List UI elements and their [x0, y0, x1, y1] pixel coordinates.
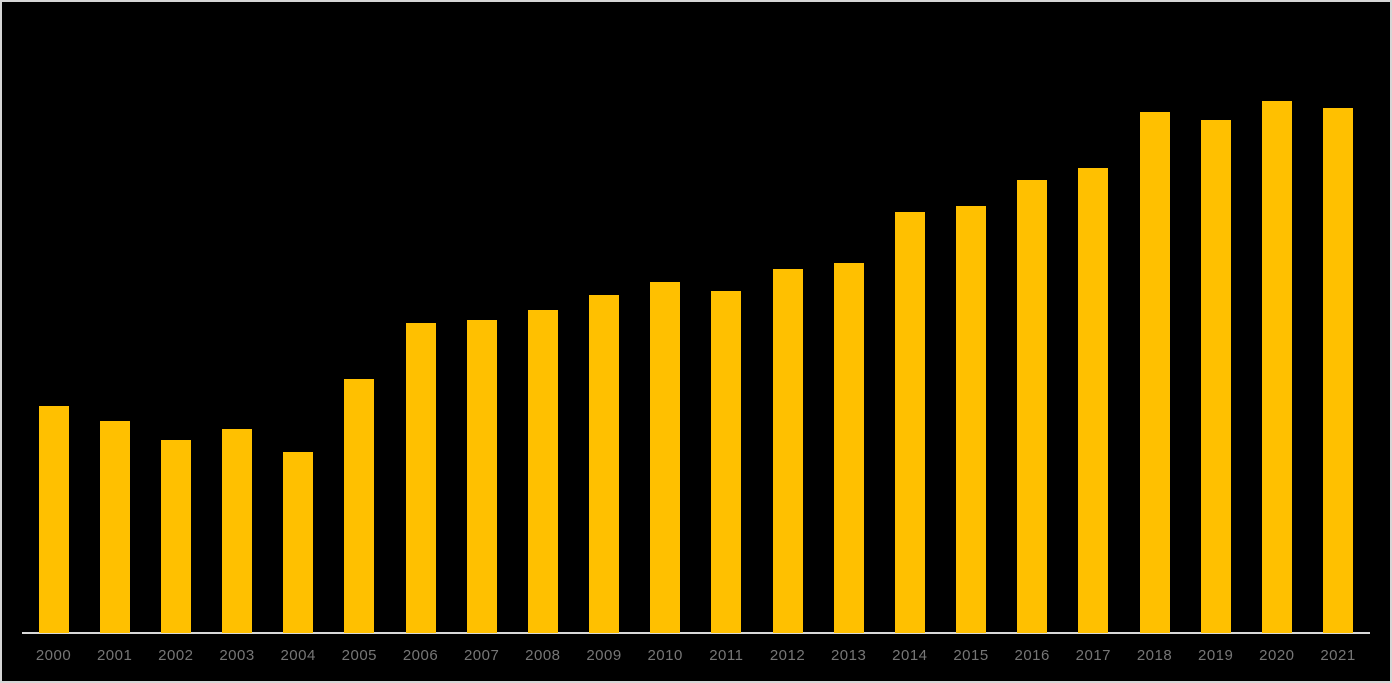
x-tick-label-2011: 2011: [709, 647, 744, 664]
bar-2011: [711, 291, 742, 633]
bar-2017: [1078, 168, 1109, 633]
bar-2020: [1261, 101, 1292, 633]
x-tick-label-2005: 2005: [341, 647, 378, 664]
x-tick-label-2004: 2004: [280, 647, 316, 664]
bar-2014: [894, 212, 925, 633]
x-tick-label-2006: 2006: [402, 647, 439, 664]
x-tick-label-2009: 2009: [586, 647, 622, 664]
bar-2005: [344, 379, 375, 633]
x-tick-label-2000: 2000: [35, 647, 72, 664]
x-tick-label-2014: 2014: [892, 647, 928, 664]
x-tick-label-2016: 2016: [1014, 647, 1050, 664]
bar-2008: [527, 310, 558, 633]
x-tick-label-2001: 2001: [96, 647, 133, 664]
bar-2002: [160, 440, 191, 633]
bar-2012: [772, 269, 803, 633]
x-tick-label-2010: 2010: [647, 647, 683, 664]
bar-2004: [283, 452, 314, 633]
bar-2000: [38, 406, 69, 633]
bar-2010: [650, 282, 681, 633]
x-tick-label-2018: 2018: [1136, 647, 1173, 664]
x-axis-line: [22, 632, 1370, 634]
bar-2009: [589, 295, 619, 633]
x-tick-label-2015: 2015: [953, 647, 989, 664]
bar-2019: [1200, 120, 1231, 633]
bar-2013: [833, 263, 864, 633]
bar-2015: [956, 206, 986, 633]
bar-2003: [222, 429, 252, 633]
bar-2007: [466, 320, 497, 633]
bar-2006: [405, 323, 436, 633]
x-tick-label-2017: 2017: [1075, 647, 1112, 664]
x-tick-label-2019: 2019: [1197, 647, 1234, 664]
x-tick-label-2003: 2003: [219, 647, 255, 664]
bar-2021: [1323, 108, 1353, 633]
x-tick-label-2020: 2020: [1259, 647, 1295, 664]
x-tick-label-2013: 2013: [830, 647, 867, 664]
x-tick-label-2007: 2007: [463, 647, 500, 664]
x-tick-label-2012: 2012: [769, 647, 806, 664]
bar-2001: [99, 421, 130, 633]
x-tick-label-2021: 2021: [1320, 647, 1356, 664]
x-tick-label-2008: 2008: [525, 647, 561, 664]
bar-2016: [1017, 180, 1048, 633]
x-tick-label-2002: 2002: [158, 647, 194, 664]
bar-2018: [1139, 112, 1170, 633]
